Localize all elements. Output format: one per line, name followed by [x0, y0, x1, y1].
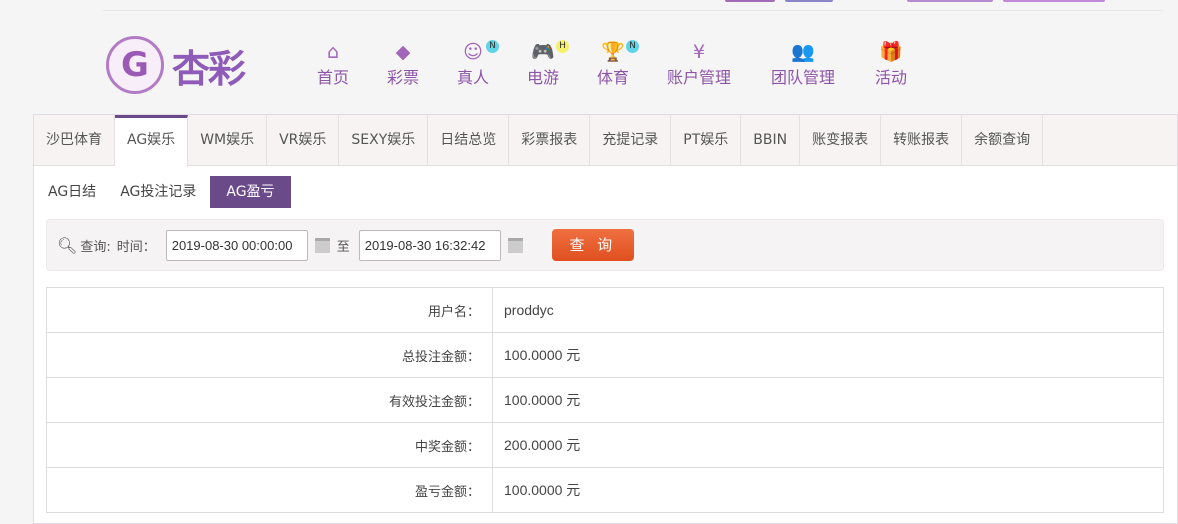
tab[interactable]: BBIN — [741, 115, 801, 165]
nav-item[interactable]: ⌂ 首页 — [317, 40, 349, 88]
nav-label: 彩票 — [387, 68, 420, 87]
end-time-input[interactable]: 2019-08-30 16:32:42 — [358, 229, 501, 261]
table-row: 总投注金额： 100.0000 元 — [46, 332, 1164, 378]
row-value: 100.0000 元 — [492, 332, 1164, 378]
tab[interactable]: 账变报表 — [800, 115, 882, 165]
nav-label: 体育 — [597, 68, 630, 87]
live-dealer-icon: ☺ N — [457, 40, 500, 64]
tab[interactable]: 充提记录 — [590, 115, 672, 165]
row-value: 100.0000 元 — [492, 377, 1164, 423]
query-bar: 🔍︎ 查询: 时间： 2019-08-30 00:00:00 至 2019-08… — [46, 219, 1164, 271]
row-label: 盈亏金额： — [46, 467, 493, 513]
row-label: 有效投注金额： — [46, 377, 493, 423]
table-row: 有效投注金额： 100.0000 元 — [46, 377, 1164, 423]
badge: H — [556, 40, 570, 53]
search-icon: 🔍︎ — [57, 235, 78, 255]
nav-item[interactable]: ¥ 账户管理 — [667, 40, 731, 88]
nav-item[interactable]: 🏆 N 体育 — [597, 40, 640, 88]
content-panel: 沙巴体育 AG娱乐 WM娱乐 VR娱乐 SEXY娱乐 日结总览 彩票报表 充提记录 PT娱乐 BB… — [33, 114, 1178, 524]
subtab[interactable]: AG投注记录 — [120, 184, 197, 200]
home-icon: ⌂ — [326, 41, 340, 63]
subtab[interactable]: AG盈亏 — [210, 176, 291, 208]
nav-label: 活动 — [875, 68, 908, 87]
start-time-input[interactable]: 2019-08-30 00:00:00 — [165, 229, 308, 261]
gift-icon: 🎁 — [879, 41, 903, 63]
nav-item[interactable]: ◆ 彩票 — [387, 40, 419, 88]
top-button[interactable] — [785, 0, 833, 2]
tab[interactable]: 彩票报表 — [509, 115, 591, 165]
row-value: 200.0000 元 — [492, 422, 1164, 468]
top-button[interactable] — [725, 0, 775, 2]
tab[interactable]: VR娱乐 — [267, 115, 340, 165]
nav-label: 首页 — [317, 68, 350, 87]
row-value: proddyc — [492, 287, 1164, 333]
sub-tabs: AG日结 AG投注记录 AG盈亏 — [38, 176, 295, 208]
nav-item[interactable]: 🎁 活动 — [875, 40, 907, 88]
row-label: 用户名： — [46, 287, 493, 333]
team-icon: 👥 — [791, 41, 815, 63]
tab[interactable]: SEXY娱乐 — [339, 115, 429, 165]
ticket-icon: ◆ — [395, 41, 411, 63]
row-label: 中奖金额： — [46, 422, 493, 468]
nav-item[interactable]: 🎮 H 电游 — [527, 40, 570, 88]
calendar-icon[interactable] — [507, 237, 523, 253]
top-button[interactable] — [1003, 0, 1105, 2]
nav-label: 真人 — [457, 68, 490, 87]
gamepad-icon: 🎮 H — [527, 40, 570, 64]
tab[interactable]: 沙巴体育 — [34, 115, 115, 165]
calendar-icon[interactable] — [314, 237, 330, 253]
table-row: 用户名： proddyc — [46, 287, 1164, 333]
logo[interactable]: G 杏彩 — [106, 36, 246, 94]
top-button[interactable] — [907, 0, 993, 2]
tab[interactable]: PT娱乐 — [671, 115, 742, 165]
to-label: 至 — [336, 239, 350, 255]
nav-item[interactable]: ☺ N 真人 — [457, 40, 500, 88]
badge: N — [486, 40, 500, 53]
row-value: 100.0000 元 — [492, 467, 1164, 513]
nav-label: 电游 — [527, 68, 560, 87]
nav-label: 团队管理 — [771, 68, 836, 87]
nav-label: 账户管理 — [667, 68, 732, 87]
top-divider — [103, 10, 1163, 11]
logo-text: 杏彩 — [172, 46, 246, 91]
yen-coin-icon: ¥ — [692, 41, 706, 63]
tab[interactable]: 日结总览 — [428, 115, 510, 165]
row-label: 总投注金额： — [46, 332, 493, 378]
subtab[interactable]: AG日结 — [48, 184, 97, 200]
tab[interactable]: 余额查询 — [962, 115, 1044, 165]
time-label: 时间： — [116, 239, 156, 255]
tab[interactable]: 转账报表 — [881, 115, 963, 165]
query-button[interactable]: 查 询 — [551, 229, 634, 261]
nav-item[interactable]: 👥 团队管理 — [771, 40, 835, 88]
trophy-icon: 🏆 N — [597, 40, 640, 64]
tab[interactable]: WM娱乐 — [188, 115, 268, 165]
report-tabs: 沙巴体育 AG娱乐 WM娱乐 VR娱乐 SEXY娱乐 日结总览 彩票报表 充提记录 PT娱乐 BB… — [34, 115, 1177, 167]
badge: N — [626, 40, 640, 53]
result-table: 用户名： proddyc 总投注金额： 100.0000 元有效投注金额： 100.00… — [46, 287, 1164, 513]
logo-mark: G — [106, 36, 164, 94]
query-label: 查询: — [80, 239, 111, 255]
tab[interactable]: AG娱乐 — [115, 115, 189, 167]
table-row: 盈亏金额： 100.0000 元 — [46, 467, 1164, 513]
table-row: 中奖金额： 200.0000 元 — [46, 422, 1164, 468]
